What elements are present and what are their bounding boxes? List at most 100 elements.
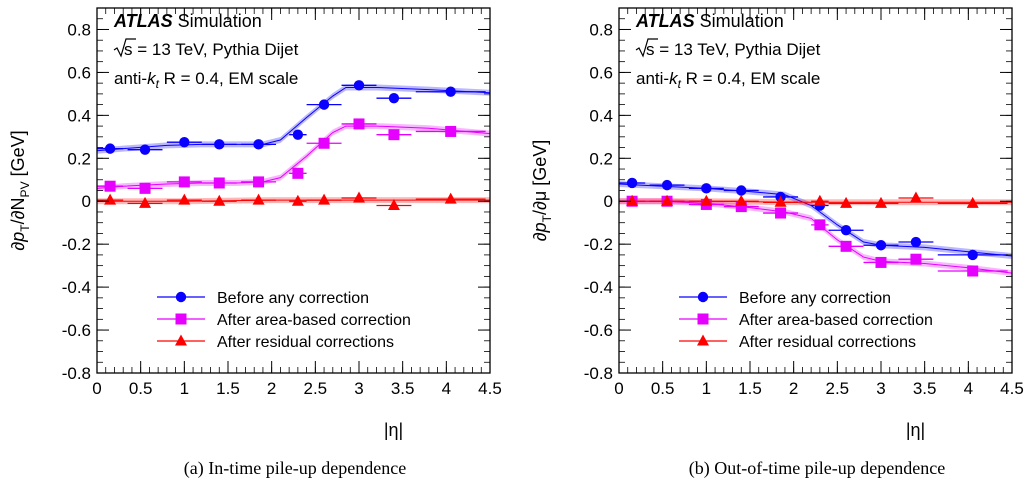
data-point-circle: [389, 93, 399, 103]
data-point-square: [292, 168, 303, 179]
jet-algorithm-label: anti-kt R = 0.4, EM scale: [114, 69, 298, 91]
legend-marker-circle: [698, 292, 708, 302]
y-tick-label: -0.6: [584, 321, 613, 340]
anti-text: anti-: [114, 69, 147, 88]
sqrt-s-text: s: [646, 40, 655, 59]
data-point-square: [841, 241, 852, 252]
legend-label: Before any correction: [217, 290, 369, 307]
data-point-square: [967, 266, 978, 277]
y-tick-label: 0.4: [589, 106, 613, 125]
legend-marker-square: [698, 314, 709, 325]
x-tick-label: 0: [92, 379, 101, 398]
y-tick-label: 0: [82, 192, 91, 211]
data-point-square: [179, 176, 190, 187]
data-point-circle: [253, 139, 263, 149]
band-0: [97, 84, 490, 153]
data-point-square: [214, 177, 225, 188]
y-tick-label: 0: [604, 192, 613, 211]
y-label-unit: [GeV]: [8, 130, 28, 181]
data-point-square: [354, 118, 365, 129]
energy-text: = 13 TeV, Pythia Dijet: [133, 40, 299, 59]
x-tick-label: 1.5: [216, 379, 240, 398]
data-point-square: [814, 219, 825, 230]
y-label-p: ∂p: [530, 222, 550, 241]
x-tick-label: 2: [267, 379, 276, 398]
data-point-circle: [627, 178, 637, 188]
x-tick-label: 3: [876, 379, 885, 398]
data-point-circle: [446, 87, 456, 97]
y-tick-label: 0.4: [67, 106, 91, 125]
band-line-0: [97, 87, 490, 150]
x-tick-label: 0.5: [129, 379, 153, 398]
data-point-square: [775, 208, 786, 219]
data-point-circle: [140, 145, 150, 155]
data-point-circle: [214, 139, 224, 149]
data-point-square: [910, 254, 921, 265]
y-tick-label: -0.6: [62, 321, 91, 340]
jet-algorithm-label: anti-kt R = 0.4, EM scale: [636, 69, 820, 91]
x-tick-label: 1: [180, 379, 189, 398]
y-axis-label: ∂pT/∂NPV [GeV]: [8, 130, 32, 250]
legend-label: After area-based correction: [217, 312, 411, 329]
y-label-sub2: PV: [18, 181, 32, 197]
atlas-logo-text: ATLAS: [635, 11, 695, 31]
x-tick-label: 4: [442, 379, 451, 398]
x-tick-label: 2: [789, 379, 798, 398]
y-label-mid: /∂μ: [530, 191, 550, 215]
data-point-circle: [968, 250, 978, 260]
legend-label: After area-based correction: [739, 312, 933, 329]
y-label-p: ∂p: [8, 232, 28, 251]
band-line-1: [619, 201, 1012, 273]
panel-b: -0.8 -0.6 -0.4 -0.2 0 0.2 0.4 0.6 0.8 0 0.5 1 1.5 2 2.…: [530, 8, 1024, 440]
x-tick-label: 3: [354, 379, 363, 398]
y-tick-label: 0.2: [589, 149, 613, 168]
legend-label: After residual corrections: [739, 334, 916, 351]
x-tick-label: 4: [964, 379, 973, 398]
atlas-logo-text: ATLAS: [113, 11, 173, 31]
x-tick-label: 2.5: [826, 379, 850, 398]
y-tick-label: -0.4: [584, 278, 613, 297]
y-label-unit: [GeV]: [530, 140, 550, 191]
data-point-circle: [701, 183, 711, 193]
legend-marker-triangle: [175, 335, 187, 346]
data-point-circle: [319, 99, 329, 109]
data-point-circle: [105, 143, 115, 153]
data-point-triangle: [353, 192, 365, 203]
atlas-label: ATLAS Simulation: [635, 11, 784, 31]
data-point-circle: [876, 240, 886, 250]
y-tick-label: -0.8: [62, 364, 91, 383]
x-tick-label: 0.5: [651, 379, 675, 398]
x-axis-label: |η|: [906, 420, 925, 440]
caption-in-time: (a) In-time pile-up dependence: [95, 458, 495, 479]
legend-label: Before any correction: [739, 290, 891, 307]
y-tick-label: -0.2: [62, 235, 91, 254]
x-tick-label: 2.5: [304, 379, 328, 398]
data-point-circle: [736, 185, 746, 195]
data-point-square: [105, 181, 116, 192]
x-tick-label: 1: [702, 379, 711, 398]
y-tick-label: -0.2: [584, 235, 613, 254]
legend-marker-circle: [176, 292, 186, 302]
data-point-circle: [354, 80, 364, 90]
data-point-circle: [911, 237, 921, 247]
data-point-circle: [662, 180, 672, 190]
x-tick-label: 4.5: [478, 379, 502, 398]
x-tick-label: 3.5: [391, 379, 415, 398]
energy-label: s = 13 TeV, Pythia Dijet: [124, 40, 299, 59]
y-tick-label: -0.4: [62, 278, 91, 297]
atlas-label: ATLAS Simulation: [113, 11, 262, 31]
data-point-circle: [293, 129, 303, 139]
simulation-text: Simulation: [695, 11, 784, 31]
data-point-square: [319, 138, 330, 149]
y-tick-label: 0.6: [589, 63, 613, 82]
data-point-square: [253, 176, 264, 187]
x-axis-label: |η|: [384, 420, 403, 440]
x-tick-label: 1.5: [738, 379, 762, 398]
data-point-circle: [841, 225, 851, 235]
x-tick-label: 3.5: [913, 379, 937, 398]
y-tick-label: 0.8: [67, 20, 91, 39]
data-point-square: [445, 126, 456, 137]
data-point-square: [876, 257, 887, 268]
y-axis-label: ∂pT/∂μ [GeV]: [530, 140, 554, 242]
